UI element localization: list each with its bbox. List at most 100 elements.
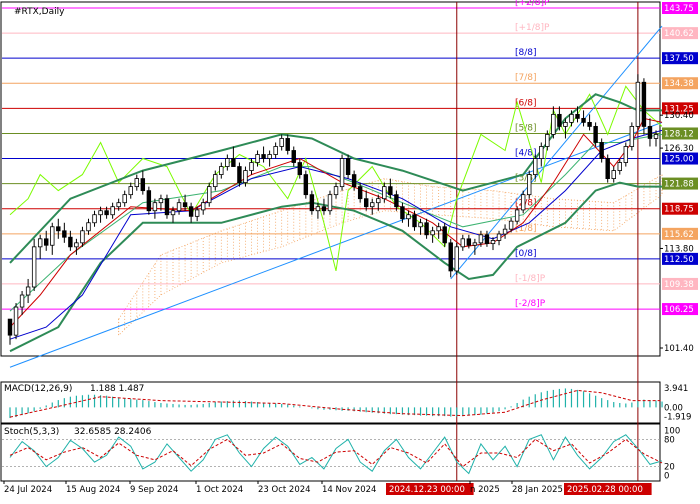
candle-body — [176, 202, 182, 212]
murrey-label: [0/8] — [515, 249, 537, 259]
candle-body — [351, 174, 357, 188]
price-tag-bg — [662, 102, 698, 115]
candle-body — [363, 198, 369, 208]
candle-body — [533, 158, 538, 175]
candle-body — [98, 210, 103, 216]
candle-body — [575, 113, 580, 119]
stoch-values: 32.6585 28.2406 — [74, 427, 152, 437]
candle-body — [563, 122, 568, 127]
candle-body — [587, 122, 592, 127]
candle-body — [442, 226, 447, 244]
candle-body — [170, 210, 176, 216]
candle-body — [194, 209, 200, 217]
price-panel-frame — [0, 1, 661, 357]
candle-body — [31, 246, 37, 288]
candle-body — [255, 154, 260, 163]
candle-body — [623, 146, 629, 163]
candle-body — [13, 306, 19, 336]
candle-body — [406, 214, 411, 220]
candle-body — [333, 186, 339, 196]
grid-layer — [0, 1, 661, 482]
candle-body — [261, 154, 266, 159]
murrey-label: [4/8] — [515, 149, 537, 159]
stoch-title: Stoch(5,3,3) — [4, 427, 59, 437]
time-tick-label: 1 Oct 2024 — [196, 485, 243, 495]
candle-body — [611, 170, 616, 180]
candle-body — [617, 162, 622, 171]
candle-body — [182, 202, 188, 208]
candle-body — [315, 206, 321, 212]
price-tag-bg — [662, 152, 698, 165]
price-tag-bg — [662, 127, 698, 140]
candle-body — [641, 81, 647, 127]
candle-body — [158, 198, 164, 204]
candle-body — [249, 162, 254, 171]
candle-body — [213, 174, 218, 188]
candle-body — [152, 202, 158, 212]
candle-body — [19, 294, 25, 308]
murrey-label: [2/8] — [515, 199, 537, 209]
candle-body — [267, 154, 272, 159]
candlesticks — [7, 74, 659, 345]
price-tick-label: 109.38 — [664, 280, 694, 290]
macd-panel-frame — [0, 381, 661, 424]
stoch-main — [9, 434, 663, 475]
candle-body — [490, 240, 496, 245]
candle-body — [86, 222, 91, 232]
time-tick-label: 2024.12.23 00:00 — [389, 485, 465, 495]
candle-body — [291, 150, 296, 163]
candle-body — [44, 238, 49, 246]
candle-body — [370, 202, 375, 208]
candle-body — [80, 230, 85, 244]
murrey-label: [3/8] — [515, 174, 537, 184]
macd-tick-label: 0.00 — [664, 403, 683, 413]
price-tick-label: 101.40 — [664, 344, 694, 354]
candle-body — [454, 246, 459, 272]
stoch-tick-label: 80 — [664, 435, 675, 445]
price-tick-label: 130.40 — [664, 111, 694, 121]
candle-body — [599, 142, 604, 159]
candle-body — [345, 158, 351, 175]
price-tick-label: 134.38 — [664, 79, 694, 89]
murrey-label: [-1/8]P — [515, 274, 546, 284]
channel-line-0 — [9, 121, 663, 368]
candle-body — [418, 222, 423, 228]
candle-body — [412, 214, 417, 228]
candle-body — [37, 238, 43, 248]
murrey-label: [7/8] — [515, 73, 537, 83]
candle-body — [484, 234, 490, 245]
bollinger-lower — [9, 181, 662, 353]
candle-body — [237, 166, 242, 184]
price-tick-label: 118.75 — [664, 205, 694, 215]
price-tick-label: 106.25 — [664, 305, 694, 315]
candle-body — [382, 186, 387, 200]
candle-body — [478, 234, 484, 244]
candle-body — [605, 158, 610, 180]
candle-body — [110, 206, 115, 216]
candle-body — [188, 206, 194, 217]
chart-title: #RTX,Daily — [14, 7, 65, 17]
candle-body — [460, 238, 466, 248]
candle-body — [243, 170, 248, 184]
candle-body — [303, 174, 309, 196]
bollinger-upper — [9, 93, 662, 264]
candle-body — [436, 226, 441, 232]
macd-values: 1.188 1.487 — [90, 384, 144, 394]
price-tag-bg — [662, 252, 698, 265]
candle-body — [581, 117, 586, 123]
price-tick-label: 143.75 — [664, 4, 694, 14]
murrey-label: [8/8] — [515, 48, 537, 58]
price-tag-bg — [662, 202, 698, 215]
candle-body — [394, 194, 399, 208]
price-tick-label: 115.62 — [664, 230, 694, 240]
candle-body — [68, 236, 73, 248]
candle-body — [104, 210, 109, 216]
candle-body — [50, 226, 55, 246]
titles: #RTX,Daily MACD(12,26,9) 1.188 1.487 Sto… — [4, 7, 152, 437]
candle-body — [376, 198, 381, 204]
price-tick-label: 128.12 — [664, 129, 694, 139]
candle-body — [62, 230, 67, 238]
